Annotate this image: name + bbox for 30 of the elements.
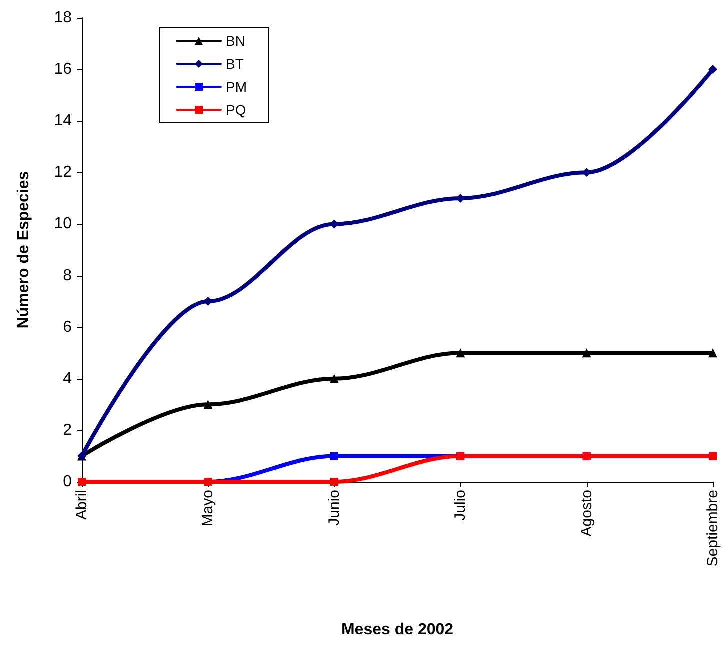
x-tick-label: Septiembre — [704, 490, 722, 567]
point — [204, 400, 213, 410]
legend-label: BT — [226, 56, 244, 72]
legend-label: PQ — [226, 102, 246, 118]
y-tick-label: 4 — [63, 370, 72, 388]
y-tick-label: 12 — [54, 164, 72, 182]
y-tick-label: 18 — [54, 10, 72, 26]
legend-label: PM — [226, 79, 247, 95]
point — [708, 348, 718, 358]
point — [330, 478, 338, 486]
x-axis-title: Meses de 2002 — [341, 622, 454, 638]
x-tick-label: Junio — [326, 490, 343, 526]
legend-label: BN — [226, 33, 246, 49]
point — [330, 452, 338, 460]
x-tick-label: Mayo — [200, 490, 217, 527]
point — [708, 65, 718, 74]
point — [330, 374, 339, 384]
y-tick-label: 10 — [54, 216, 72, 233]
x-tick-label: Julio — [452, 490, 470, 521]
y-tick-label: 14 — [54, 112, 72, 130]
point — [582, 348, 592, 358]
x-tick-label: Abril — [74, 490, 90, 520]
y-axis-title: Número de Especies — [16, 171, 32, 329]
y-tick-label: 8 — [63, 267, 72, 284]
y-tick-label: 6 — [63, 318, 72, 336]
point — [456, 348, 466, 358]
y-tick-label: 2 — [63, 422, 72, 439]
y-tick-label: 16 — [54, 61, 72, 78]
y-tick-label: 0 — [63, 474, 72, 490]
x-tick-label: Agosto — [578, 490, 596, 537]
